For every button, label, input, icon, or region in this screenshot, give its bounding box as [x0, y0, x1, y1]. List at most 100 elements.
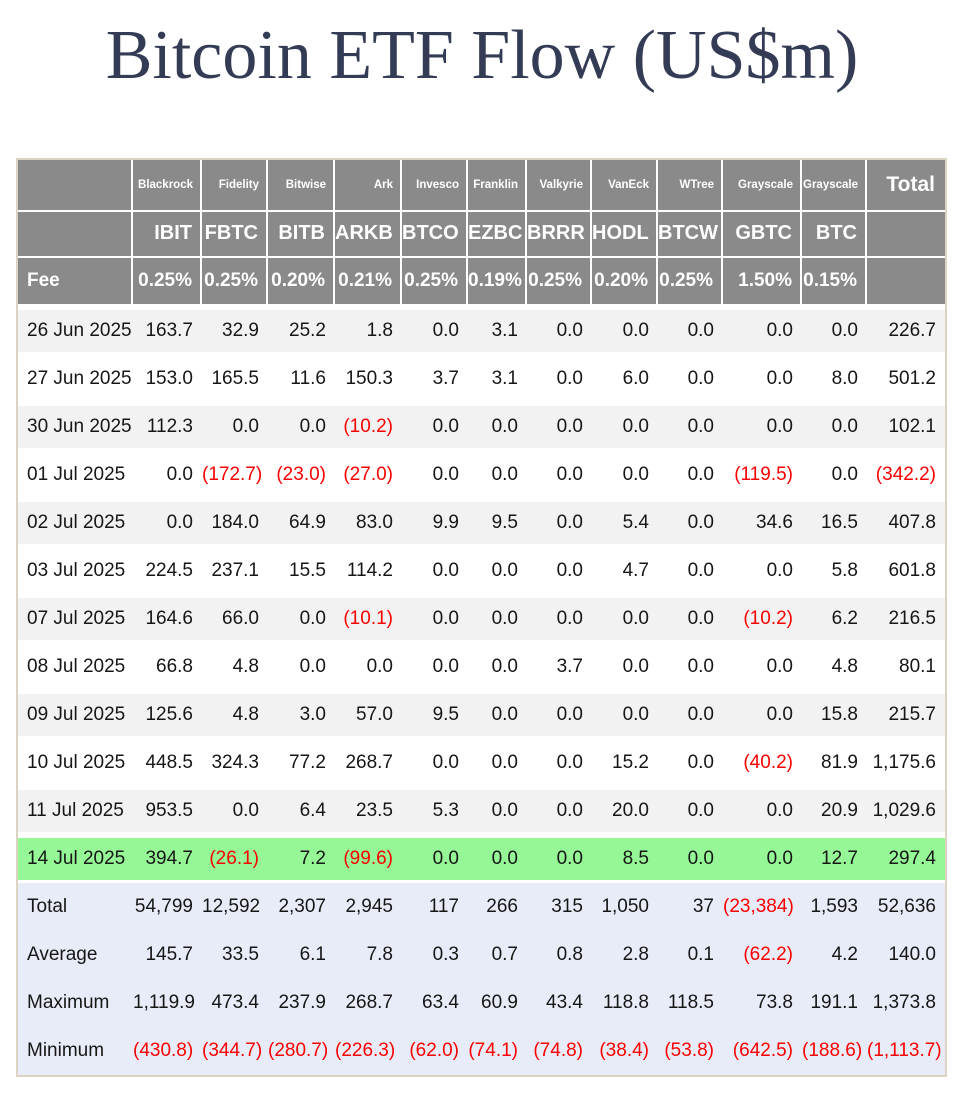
value-cell: 4.7	[592, 546, 658, 595]
issuer-header: Valkyrie	[527, 159, 592, 212]
value-cell: 0.0	[592, 402, 658, 451]
value-cell: 0.0	[468, 690, 527, 739]
value-cell: 1.8	[335, 306, 402, 355]
value-cell: 0.0	[527, 690, 592, 739]
header-ticker-row: IBIT FBTC BITB ARKB BTCO EZBC BRRR HODL BTCW GBTC…	[18, 211, 945, 258]
value-cell: 83.0	[335, 498, 402, 547]
summary-value-cell: (74.8)	[527, 1026, 592, 1075]
summary-label-cell: Minimum	[18, 1026, 133, 1075]
value-cell: 0.0	[658, 354, 723, 403]
issuer-header: VanEck	[592, 159, 658, 212]
fee-row-label: Fee	[18, 257, 133, 307]
fee-value-cell: 0.19%	[468, 257, 527, 307]
value-cell: 0.0	[468, 786, 527, 835]
value-cell: 0.0	[527, 354, 592, 403]
issuer-header: Grayscale	[802, 159, 867, 212]
value-cell: (10.2)	[335, 402, 402, 451]
value-cell: 216.5	[867, 594, 945, 643]
value-cell: 163.7	[133, 306, 202, 355]
issuer-header: Franklin	[468, 159, 527, 212]
value-cell: 0.0	[658, 306, 723, 355]
value-cell: 20.9	[802, 786, 867, 835]
value-cell: 0.0	[723, 834, 802, 883]
date-cell: 08 Jul 2025	[18, 642, 133, 691]
value-cell: 0.0	[527, 738, 592, 787]
issuer-header: WTree	[658, 159, 723, 212]
summary-row: Minimum (430.8) (344.7) (280.7) (226.3) (62.0…	[18, 1026, 945, 1075]
value-cell: 0.0	[658, 450, 723, 499]
summary-value-cell: 6.1	[268, 930, 335, 979]
issuer-header: Bitwise	[268, 159, 335, 212]
summary-value-cell: 118.5	[658, 978, 723, 1027]
value-cell: 1,175.6	[867, 738, 945, 787]
value-cell: 5.4	[592, 498, 658, 547]
issuer-header: Grayscale	[723, 159, 802, 212]
summary-value-cell: 268.7	[335, 978, 402, 1027]
value-cell: 0.0	[802, 402, 867, 451]
date-cell: 02 Jul 2025	[18, 498, 133, 547]
value-cell: 20.0	[592, 786, 658, 835]
value-cell: 8.5	[592, 834, 658, 883]
value-cell: 0.0	[402, 402, 468, 451]
summary-value-cell: 0.3	[402, 930, 468, 979]
summary-value-cell: 63.4	[402, 978, 468, 1027]
summary-value-cell: 73.8	[723, 978, 802, 1027]
table-body: 26 Jun 2025 163.7 32.9 25.2 1.8 0.0 3.1 0.0 0.0 0…	[18, 306, 945, 883]
summary-value-cell: 60.9	[468, 978, 527, 1027]
value-cell: (27.0)	[335, 450, 402, 499]
value-cell: 953.5	[133, 786, 202, 835]
table-row: 02 Jul 2025 0.0 184.0 64.9 83.0 9.9 9.5 0.0 5.4 0…	[18, 498, 945, 547]
value-cell: 1,029.6	[867, 786, 945, 835]
value-cell: 66.8	[133, 642, 202, 691]
summary-value-cell: (74.1)	[468, 1026, 527, 1075]
value-cell: 0.0	[527, 498, 592, 547]
ticker-header: BTCW	[658, 211, 723, 258]
value-cell: 0.0	[658, 498, 723, 547]
ticker-header: ARKB	[335, 211, 402, 258]
value-cell: 0.0	[468, 450, 527, 499]
value-cell: 0.0	[658, 738, 723, 787]
corner-cell	[18, 159, 133, 212]
fee-value-cell: 0.25%	[658, 257, 723, 307]
value-cell: 12.7	[802, 834, 867, 883]
ticker-header: IBIT	[133, 211, 202, 258]
value-cell: 0.0	[202, 786, 268, 835]
value-cell: 9.9	[402, 498, 468, 547]
date-cell: 03 Jul 2025	[18, 546, 133, 595]
etf-flow-table: Blackrock Fidelity Bitwise Ark Invesco Frankl…	[16, 157, 947, 1077]
value-cell: 0.0	[723, 642, 802, 691]
value-cell: 5.8	[802, 546, 867, 595]
value-cell: 0.0	[723, 402, 802, 451]
table-row: 26 Jun 2025 163.7 32.9 25.2 1.8 0.0 3.1 0.0 0.0 0…	[18, 306, 945, 355]
summary-value-cell: 7.8	[335, 930, 402, 979]
date-cell: 30 Jun 2025	[18, 402, 133, 451]
value-cell: 4.8	[802, 642, 867, 691]
issuer-header: Blackrock	[133, 159, 202, 212]
summary-value-cell: (53.8)	[658, 1026, 723, 1075]
value-cell: 9.5	[402, 690, 468, 739]
value-cell: 0.0	[802, 306, 867, 355]
summary-value-cell: (430.8)	[133, 1026, 202, 1075]
table-row: 08 Jul 2025 66.8 4.8 0.0 0.0 0.0 0.0 3.7 0.0 0.0 0…	[18, 642, 945, 691]
summary-value-cell: 12,592	[202, 882, 268, 931]
table-row: 27 Jun 2025 153.0 165.5 11.6 150.3 3.7 3.1 0.0 6…	[18, 354, 945, 403]
fee-value-cell: 0.25%	[202, 257, 268, 307]
value-cell: 0.0	[402, 450, 468, 499]
ticker-header: BRRR	[527, 211, 592, 258]
summary-value-cell: 33.5	[202, 930, 268, 979]
value-cell: 0.0	[133, 450, 202, 499]
value-cell: 0.0	[658, 834, 723, 883]
summary-value-cell: 140.0	[867, 930, 945, 979]
issuer-header: Invesco	[402, 159, 468, 212]
corner-cell	[18, 211, 133, 258]
value-cell: 3.1	[468, 306, 527, 355]
value-cell: 0.0	[592, 450, 658, 499]
date-cell: 09 Jul 2025	[18, 690, 133, 739]
value-cell: 0.0	[658, 402, 723, 451]
summary-value-cell: 0.7	[468, 930, 527, 979]
summary-row: Total 54,799 12,592 2,307 2,945 117 266 315 1,05…	[18, 882, 945, 931]
value-cell: 34.6	[723, 498, 802, 547]
value-cell: 77.2	[268, 738, 335, 787]
summary-value-cell: (188.6)	[802, 1026, 867, 1075]
summary-value-cell: (23,384)	[723, 882, 802, 931]
